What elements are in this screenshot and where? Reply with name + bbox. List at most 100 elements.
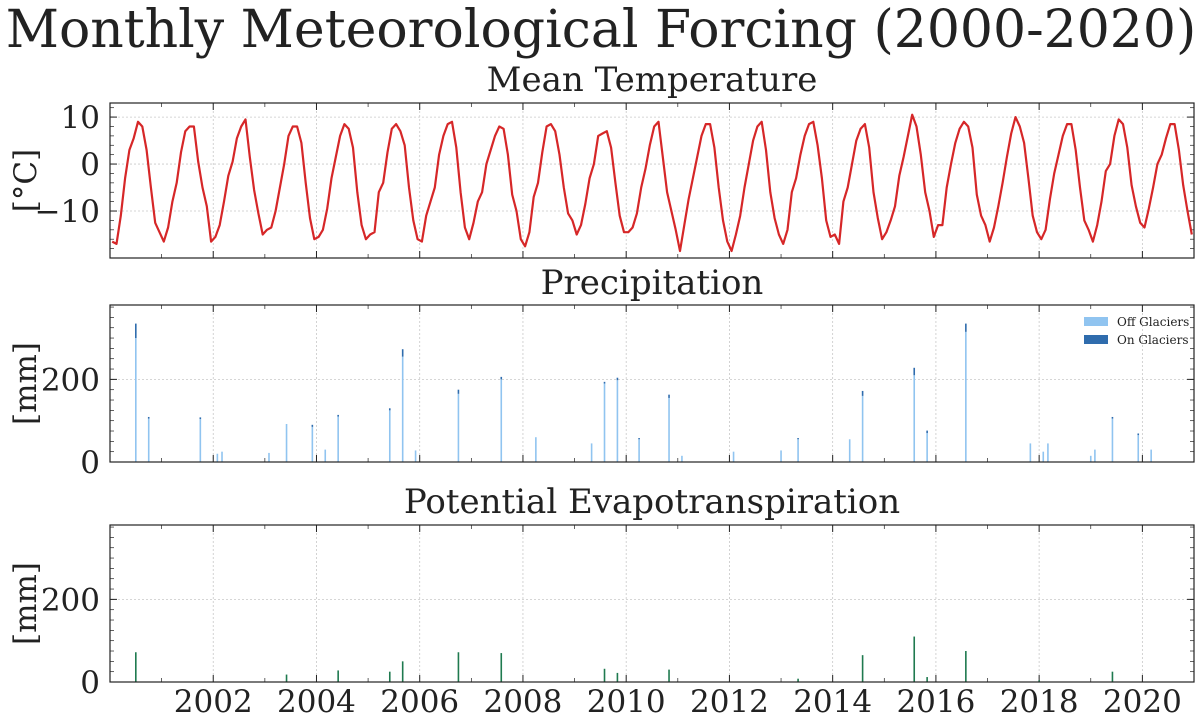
pet-bar	[616, 672, 619, 682]
plot-frame	[109, 102, 1195, 259]
precip-legend: Off Glaciers On Glaciers	[1084, 315, 1189, 347]
precip-off-glacier-bar	[926, 433, 928, 462]
figure-title: Monthly Meteorological Forcing (2000-202…	[5, 0, 1197, 60]
precip-on-glacier-bar	[965, 323, 967, 332]
precip-off-glacier-bar	[147, 418, 150, 462]
precip-off-glacier-bar	[603, 383, 606, 462]
pet-bar	[1038, 680, 1040, 682]
precip-off-glacier-bar	[1137, 435, 1140, 462]
pet-bar	[926, 677, 928, 682]
x-tick-label: 2016	[896, 684, 975, 720]
legend-label: Off Glaciers	[1117, 315, 1189, 329]
pet-bar	[965, 651, 967, 682]
precip-on-glacier-bar	[1137, 433, 1140, 436]
precip-off-glacier-bar	[1029, 443, 1032, 462]
precip-off-glacier-bar	[388, 410, 391, 462]
precip-off-glacier-bar	[324, 449, 327, 462]
precip-on-glacier-bar	[135, 323, 137, 339]
x-tick-label: 2004	[277, 684, 356, 720]
precip-off-glacier-bar	[199, 419, 202, 462]
pet-bar	[337, 670, 339, 682]
legend-swatch	[1084, 317, 1108, 326]
precip-on-glacier-bar	[668, 394, 670, 398]
precip-off-glacier-bar	[401, 356, 404, 462]
precip-off-glacier-bar	[1150, 449, 1152, 462]
precip-on-glacier-bar	[638, 438, 640, 440]
evapotranspiration-panel-title: Potential Evapotranspiration	[403, 482, 901, 522]
precip-off-glacier-bar	[1042, 451, 1045, 462]
precip-off-glacier-bar	[590, 443, 593, 462]
precip-off-glacier-bar	[638, 439, 640, 462]
pet-bar	[861, 655, 864, 682]
x-tick-label: 2020	[1103, 684, 1182, 720]
precip-off-glacier-bar	[221, 451, 223, 462]
y-tick-label: 0	[80, 445, 100, 481]
precip-on-glacier-bar	[1111, 416, 1114, 419]
precip-on-glacier-bar	[500, 376, 503, 380]
x-tick-label: 2014	[793, 684, 872, 720]
plot-frame	[109, 524, 1195, 683]
precip-off-glacier-bar	[457, 393, 460, 462]
y-axis-label: [mm]	[8, 342, 44, 425]
pet-bar	[401, 661, 404, 682]
legend-label: On Glaciers	[1117, 333, 1189, 347]
temperature-series-line	[111, 113, 1193, 253]
y-tick-label: −10	[35, 194, 100, 230]
temperature-panel-title: Mean Temperature	[486, 60, 818, 100]
precip-off-glacier-bar	[268, 452, 270, 462]
pet-bar	[668, 669, 670, 682]
precip-on-glacier-bar	[616, 377, 619, 381]
x-tick-label: 2008	[483, 684, 562, 720]
y-tick-label: 10	[61, 100, 100, 136]
precip-on-glacier-bar	[147, 416, 150, 419]
precip-off-glacier-bar	[337, 416, 339, 462]
precip-off-glacier-bar	[311, 426, 314, 462]
precip-on-glacier-bar	[457, 389, 460, 394]
x-tick-label: 2012	[690, 684, 769, 720]
precip-on-glacier-bar	[199, 417, 202, 420]
precip-on-glacier-bar	[311, 424, 314, 427]
precip-off-glacier-bar	[913, 375, 916, 462]
precip-on-glacier-bar	[603, 381, 606, 384]
pet-bar	[500, 653, 503, 682]
precip-off-glacier-bar	[414, 450, 417, 462]
precip-off-glacier-bar	[1089, 455, 1092, 462]
pet-bar	[1111, 671, 1114, 682]
plot-frame	[109, 304, 1195, 463]
y-axis-label: [°C]	[8, 149, 44, 212]
evapotranspiration-panel: 0 200[mm] 2002 2004 2006 2008 2010 2012 2014 2016…	[8, 524, 1195, 720]
pet-bar	[388, 671, 391, 682]
precip-off-glacier-bar	[965, 331, 967, 462]
precip-off-glacier-bar	[797, 439, 799, 462]
precip-off-glacier-bar	[216, 453, 219, 462]
x-tick-label: 2006	[380, 684, 459, 720]
precip-off-glacier-bar	[780, 450, 782, 462]
precip-on-glacier-bar	[401, 349, 404, 357]
precip-off-glacier-bar	[861, 395, 864, 462]
precip-off-glacier-bar	[681, 455, 683, 462]
pet-bar	[457, 652, 460, 682]
y-tick-label: 200	[41, 362, 100, 398]
precip-off-glacier-bar	[732, 451, 735, 462]
y-axis-label: [mm]	[8, 562, 44, 645]
y-tick-label: 200	[41, 582, 100, 618]
pet-bar	[797, 678, 799, 682]
precip-off-glacier-bar	[500, 379, 503, 462]
precip-off-glacier-bar	[616, 380, 619, 462]
precipitation-panel-title: Precipitation	[540, 263, 764, 303]
precip-off-glacier-bar	[135, 338, 137, 462]
pet-bar	[285, 674, 288, 682]
precip-off-glacier-bar	[668, 397, 670, 462]
precipitation-panel: 0 200[mm] Off Glaciers On Glaciers	[8, 304, 1195, 481]
pet-bar	[913, 636, 916, 682]
x-tick-label: 2018	[1000, 684, 1079, 720]
precip-on-glacier-bar	[913, 367, 916, 376]
precip-on-glacier-bar	[388, 408, 391, 411]
precip-on-glacier-bar	[337, 414, 339, 417]
precip-off-glacier-bar	[848, 439, 851, 462]
precip-off-glacier-bar	[1047, 443, 1049, 462]
precip-off-glacier-bar	[1094, 449, 1096, 462]
precip-on-glacier-bar	[797, 438, 799, 440]
precip-off-glacier-bar	[535, 437, 537, 462]
